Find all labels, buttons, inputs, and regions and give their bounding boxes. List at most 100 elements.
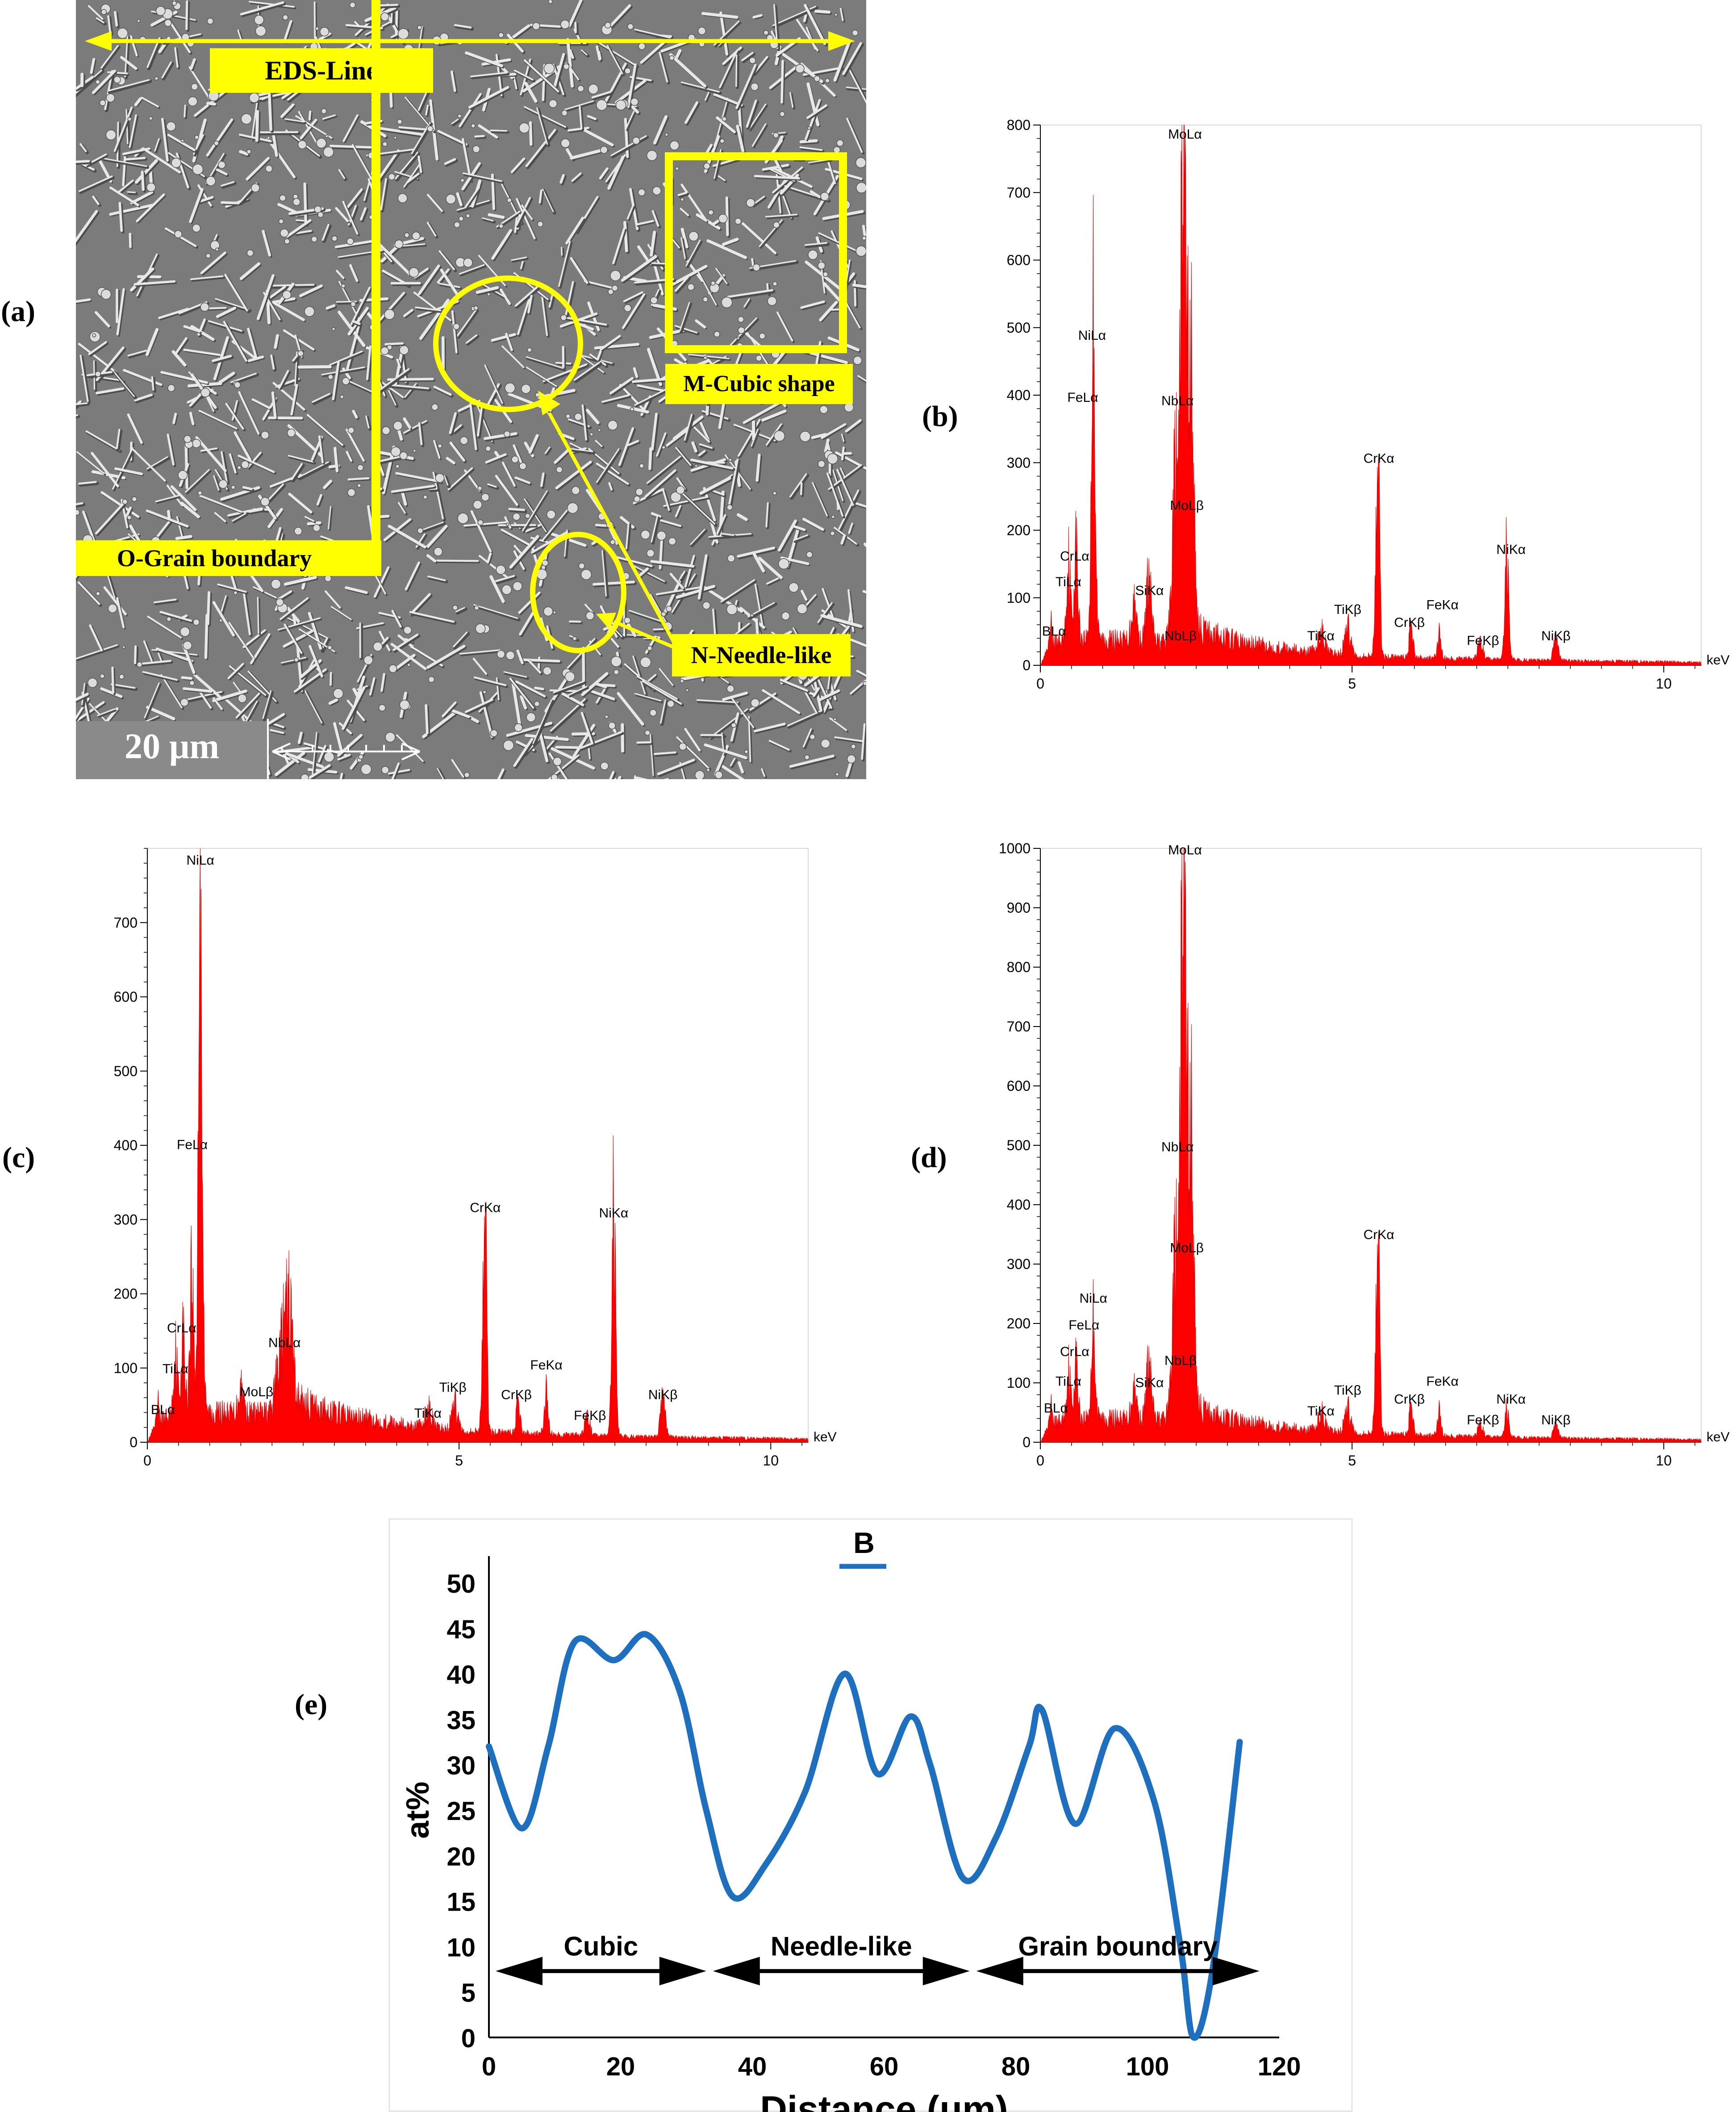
precipitate-shadow xyxy=(79,176,115,194)
precipitate-needle xyxy=(333,722,343,752)
precipitate-particle xyxy=(101,9,107,15)
precipitate-needle xyxy=(612,555,653,567)
precipitate-particle xyxy=(167,384,175,392)
precipitate-needle xyxy=(257,597,259,634)
precipitate-needle xyxy=(187,382,222,388)
precipitate-needle xyxy=(215,298,250,310)
precipitate-particle xyxy=(498,32,504,38)
precipitate-particle xyxy=(304,306,315,317)
precipitate-particle xyxy=(122,645,126,649)
y-tick-label: 35 xyxy=(447,1706,476,1735)
precipitate-needle xyxy=(607,155,625,190)
precipitate-needle xyxy=(558,241,571,287)
precipitate-particle xyxy=(381,766,389,774)
precipitate-shadow xyxy=(731,713,741,743)
precipitate-needle xyxy=(592,580,635,586)
precipitate-needle xyxy=(502,462,516,487)
precipitate-needle xyxy=(468,86,509,109)
peak-label: CrLα xyxy=(1060,549,1089,564)
precipitate-shadow xyxy=(466,335,480,346)
precipitate-particle xyxy=(862,681,866,686)
precipitate-particle xyxy=(708,209,714,216)
precipitate-needle xyxy=(765,213,797,218)
precipitate-shadow xyxy=(681,82,722,95)
precipitate-needle xyxy=(561,692,584,706)
precipitate-shadow xyxy=(847,273,857,286)
precipitate-particle xyxy=(127,117,132,121)
precipitate-shadow xyxy=(623,294,647,331)
precipitate-needle xyxy=(482,217,494,222)
precipitate-particle xyxy=(378,704,386,712)
precipitate-needle xyxy=(659,699,666,724)
precipitate-particle xyxy=(280,228,289,238)
precipitate-needle xyxy=(805,99,821,140)
precipitate-needle xyxy=(238,134,272,142)
precipitate-needle xyxy=(568,686,588,696)
plot-frame xyxy=(147,848,809,1443)
precipitate-needle xyxy=(442,701,457,718)
y-tick-label: 500 xyxy=(1007,1137,1031,1153)
precipitate-particle xyxy=(428,676,435,683)
precipitate-needle xyxy=(741,52,754,62)
precipitate-shadow xyxy=(756,455,763,484)
precipitate-needle xyxy=(504,516,512,529)
precipitate-needle xyxy=(418,422,423,446)
precipitate-needle xyxy=(526,658,542,674)
precipitate-needle xyxy=(109,186,139,206)
spectrum-area xyxy=(1039,848,1702,1443)
precipitate-shadow xyxy=(404,421,429,435)
precipitate-shadow xyxy=(199,197,215,205)
precipitate-particle xyxy=(397,193,408,203)
precipitate-shadow xyxy=(862,724,866,762)
precipitate-particle xyxy=(694,464,698,468)
precipitate-shadow xyxy=(793,535,810,543)
precipitate-needle xyxy=(514,69,534,81)
precipitate-needle xyxy=(352,320,361,325)
precipitate-particle xyxy=(282,14,288,21)
precipitate-particle xyxy=(454,221,460,228)
precipitate-particle xyxy=(327,645,333,650)
precipitate-needle xyxy=(588,747,591,760)
precipitate-shadow xyxy=(378,368,412,394)
precipitate-shadow xyxy=(651,516,660,545)
precipitate-shadow xyxy=(492,230,513,261)
precipitate-needle xyxy=(512,682,521,725)
precipitate-needle xyxy=(96,387,125,395)
panel-label-d: (d) xyxy=(911,1141,947,1174)
precipitate-needle xyxy=(346,323,360,371)
precipitate-particle xyxy=(316,138,327,149)
precipitate-particle xyxy=(722,116,727,122)
precipitate-shadow xyxy=(509,508,527,513)
precipitate-needle xyxy=(426,194,443,212)
precipitate-particle xyxy=(688,231,699,242)
precipitate-shadow xyxy=(766,503,771,530)
precipitate-needle xyxy=(529,121,533,146)
precipitate-needle xyxy=(141,96,159,108)
precipitate-particle xyxy=(294,527,303,535)
precipitate-particle xyxy=(498,223,504,229)
precipitate-particle xyxy=(174,230,183,238)
precipitate-needle xyxy=(754,175,800,179)
precipitate-shadow xyxy=(748,602,777,620)
precipitate-particle xyxy=(855,182,866,193)
precipitate-particle xyxy=(191,83,198,91)
precipitate-shadow xyxy=(455,25,474,31)
precipitate-shadow xyxy=(660,700,668,726)
precipitate-shadow xyxy=(842,535,847,546)
precipitate-particle xyxy=(511,455,519,463)
precipitate-shadow xyxy=(686,240,703,268)
precipitate-needle xyxy=(526,356,564,369)
precipitate-needle xyxy=(409,611,455,623)
precipitate-needle xyxy=(97,708,115,716)
precipitate-needle xyxy=(459,649,501,655)
peak-label: CrKβ xyxy=(1394,1392,1425,1407)
precipitate-shadow xyxy=(582,405,589,443)
precipitate-particle xyxy=(697,27,706,35)
precipitate-needle xyxy=(247,327,258,359)
precipitate-particle xyxy=(638,188,646,196)
precipitate-needle xyxy=(802,688,818,714)
precipitate-particle xyxy=(639,463,644,469)
precipitate-needle xyxy=(395,472,442,483)
precipitate-needle xyxy=(433,440,441,459)
precipitate-needle xyxy=(307,521,321,526)
